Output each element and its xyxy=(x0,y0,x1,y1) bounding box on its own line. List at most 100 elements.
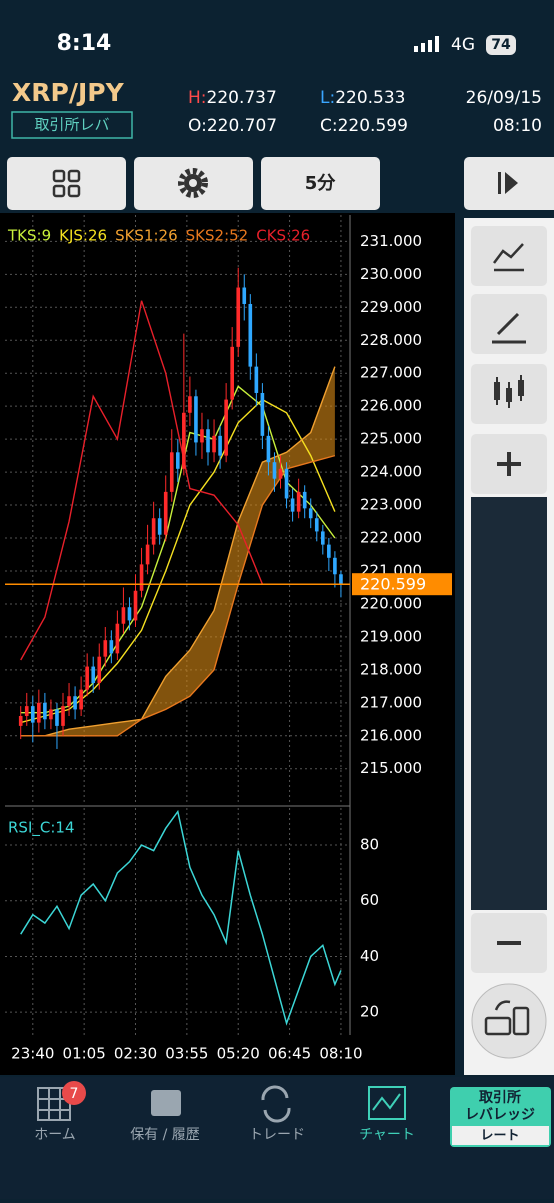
x-tick-label: 03:55 xyxy=(165,1045,208,1063)
rotate-icon xyxy=(484,1000,530,1036)
close: C:220.599 xyxy=(320,116,408,136)
candle-body xyxy=(296,491,301,512)
exchange-2: レバレッジ xyxy=(465,1107,535,1123)
legend-entry: SKS1:26 xyxy=(115,227,178,245)
grid-icon xyxy=(52,169,81,198)
y-tick-label: 40 xyxy=(360,947,379,965)
candle-body xyxy=(320,531,325,545)
series-line xyxy=(20,385,336,714)
x-tick-label: 23:40 xyxy=(11,1045,54,1063)
high-label: H: xyxy=(188,88,207,108)
date: 26/09/15 xyxy=(466,88,542,108)
candle-body xyxy=(103,640,108,657)
candle-body xyxy=(157,518,162,535)
candle-body xyxy=(260,392,265,436)
candle-body xyxy=(163,491,168,535)
candle-body xyxy=(18,716,23,726)
y-tick-label: 228.000 xyxy=(360,331,422,349)
time: 08:10 xyxy=(493,116,542,136)
y-tick-label: 217.000 xyxy=(360,693,422,711)
close-value: 220.599 xyxy=(338,116,408,136)
candle-body xyxy=(266,435,271,463)
candle-body xyxy=(61,706,65,726)
series-line xyxy=(20,300,264,661)
nav-holdings[interactable]: 保有 / 履歴 xyxy=(130,1127,200,1143)
low: L:220.533 xyxy=(320,88,406,108)
y-tick-label: 216.000 xyxy=(360,726,422,744)
candle-body xyxy=(224,399,228,456)
candle-body xyxy=(194,396,198,443)
chart-nav-icon xyxy=(368,1086,406,1120)
trade-icon xyxy=(261,1085,291,1123)
y-tick-label: 224.000 xyxy=(360,463,422,481)
candle-body xyxy=(242,287,247,304)
x-tick-label: 08:10 xyxy=(319,1045,362,1063)
candle-body xyxy=(37,702,41,723)
legend-entry: SKS2:52 xyxy=(186,227,249,245)
gear-icon xyxy=(178,168,208,198)
legend-entry: KJS:26 xyxy=(59,227,107,245)
legend-entry: RSI_C:14 xyxy=(8,819,74,838)
y-tick-label: 219.000 xyxy=(360,627,422,645)
candle-body xyxy=(182,412,186,469)
candle-body xyxy=(151,518,156,545)
y-tick-label: 230.000 xyxy=(360,265,422,283)
candle-body xyxy=(302,491,307,509)
nav-home[interactable]: ホーム xyxy=(34,1127,76,1143)
rsi-chart: 20 40 60 80 23:40 01:05 02:30 03:55 05:20 06:45 08… xyxy=(5,808,379,1063)
candle-body xyxy=(85,666,89,690)
candle-body xyxy=(91,666,96,684)
candle-body xyxy=(145,544,150,565)
plus-icon xyxy=(497,452,521,476)
candle-body xyxy=(327,544,331,558)
candle-body xyxy=(30,706,35,723)
last-price-box xyxy=(352,573,452,596)
close-label: C: xyxy=(320,116,338,136)
candle-body xyxy=(175,452,180,469)
candle-body xyxy=(49,709,53,720)
y-tick-label: 215.000 xyxy=(360,759,422,777)
series-line xyxy=(20,809,342,1026)
nav-trade[interactable]: トレード xyxy=(249,1127,305,1143)
candle-body xyxy=(284,468,289,499)
x-tick-label: 06:45 xyxy=(268,1045,311,1063)
badge-box xyxy=(11,111,133,139)
x-tick-label: 01:05 xyxy=(63,1045,106,1063)
interval-button[interactable] xyxy=(261,157,380,210)
y-tick-label: 227.000 xyxy=(360,364,422,382)
high: H:220.737 xyxy=(188,88,277,108)
battery-icon xyxy=(486,35,516,55)
candle-body xyxy=(314,518,319,532)
low-value: 220.533 xyxy=(335,88,405,108)
legend-entry: TKS:9 xyxy=(7,227,51,245)
legend-entry: CKS:26 xyxy=(256,227,310,245)
candle-body xyxy=(133,590,138,621)
candle-body xyxy=(67,696,71,707)
candle-body xyxy=(169,452,174,492)
candle-body xyxy=(188,396,192,413)
candle-body xyxy=(236,287,241,347)
low-label: L: xyxy=(320,88,335,108)
status-time: 8:14 xyxy=(57,31,112,56)
candle-body xyxy=(339,574,343,585)
candle-body xyxy=(308,508,313,519)
home-badge: 7 xyxy=(70,1086,79,1102)
series-line xyxy=(20,454,336,737)
rate-box xyxy=(452,1126,549,1145)
candle-body xyxy=(43,702,47,720)
pair-name: XRP/JPY xyxy=(12,78,125,107)
candle-body xyxy=(290,498,295,512)
high-value: 220.737 xyxy=(207,88,277,108)
candle-body xyxy=(333,557,337,575)
candle-body xyxy=(278,468,283,479)
nav-chart[interactable]: チャート xyxy=(359,1127,415,1143)
layout-button[interactable] xyxy=(7,157,126,210)
candle-body xyxy=(109,640,114,654)
last-price-label: 220.599 xyxy=(360,575,426,594)
wallet-icon xyxy=(151,1090,181,1116)
open: O:220.707 xyxy=(188,116,277,136)
price-chart: 215.000 216.000 217.000 218.000 219.000 220.0… xyxy=(5,215,452,805)
forward-icon xyxy=(498,172,518,194)
home-icon xyxy=(37,1087,71,1121)
pencil-icon xyxy=(492,312,526,344)
